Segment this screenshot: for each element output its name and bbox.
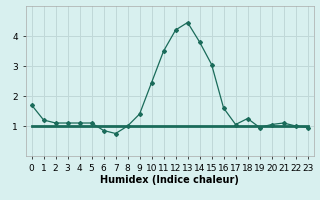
X-axis label: Humidex (Indice chaleur): Humidex (Indice chaleur) (100, 175, 239, 185)
